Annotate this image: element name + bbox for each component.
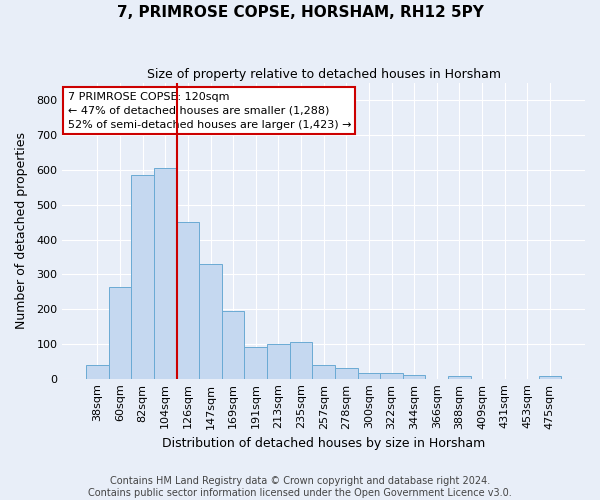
Bar: [154, 168, 176, 378]
X-axis label: Distribution of detached houses by size in Horsham: Distribution of detached houses by size …: [162, 437, 485, 450]
Bar: [403, 375, 425, 378]
Bar: [335, 368, 358, 378]
Bar: [86, 366, 109, 378]
Bar: [290, 342, 313, 378]
Text: 7, PRIMROSE COPSE, HORSHAM, RH12 5PY: 7, PRIMROSE COPSE, HORSHAM, RH12 5PY: [116, 5, 484, 20]
Bar: [109, 286, 131, 378]
Bar: [539, 376, 561, 378]
Bar: [267, 344, 290, 378]
Y-axis label: Number of detached properties: Number of detached properties: [15, 132, 28, 330]
Text: 7 PRIMROSE COPSE: 120sqm
← 47% of detached houses are smaller (1,288)
52% of sem: 7 PRIMROSE COPSE: 120sqm ← 47% of detach…: [68, 92, 351, 130]
Bar: [222, 311, 244, 378]
Bar: [244, 348, 267, 378]
Title: Size of property relative to detached houses in Horsham: Size of property relative to detached ho…: [146, 68, 500, 80]
Text: Contains HM Land Registry data © Crown copyright and database right 2024.
Contai: Contains HM Land Registry data © Crown c…: [88, 476, 512, 498]
Bar: [358, 374, 380, 378]
Bar: [380, 374, 403, 378]
Bar: [199, 264, 222, 378]
Bar: [131, 175, 154, 378]
Bar: [176, 222, 199, 378]
Bar: [448, 376, 471, 378]
Bar: [313, 366, 335, 378]
